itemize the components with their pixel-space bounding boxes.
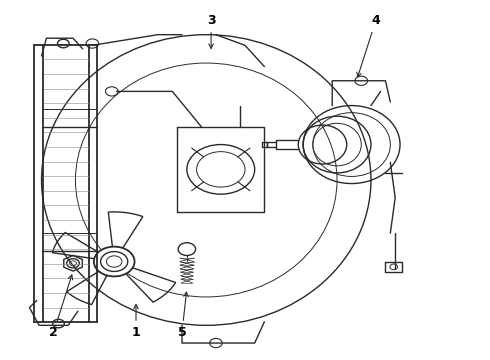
Text: 4: 4 (357, 14, 380, 77)
Text: 5: 5 (178, 292, 188, 339)
Text: 1: 1 (132, 305, 140, 339)
Text: 3: 3 (207, 14, 216, 48)
Text: 2: 2 (49, 275, 73, 339)
Circle shape (94, 247, 135, 276)
